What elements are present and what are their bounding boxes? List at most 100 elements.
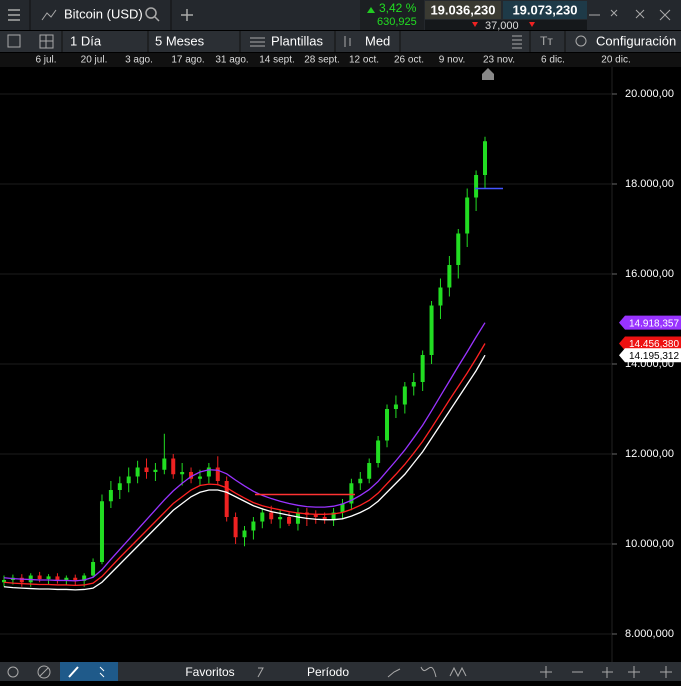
window-controls[interactable] xyxy=(589,9,671,21)
spread-bar xyxy=(425,20,587,30)
price-tag xyxy=(619,348,681,363)
candle-body xyxy=(260,512,265,522)
candle-body xyxy=(108,490,113,502)
candle-body xyxy=(438,287,443,306)
candle-body xyxy=(358,478,363,484)
price-tag-label: 14.195,312 xyxy=(629,351,679,362)
price-tag xyxy=(619,315,681,330)
sell-box[interactable] xyxy=(425,1,501,19)
y-tick-label: 12.000,00 xyxy=(625,448,674,460)
change-box xyxy=(360,0,424,30)
templates[interactable]: Plantillas xyxy=(271,33,324,48)
buy-price[interactable]: 19.073,230 xyxy=(512,2,577,17)
candle-body xyxy=(367,463,372,479)
candle-body xyxy=(99,501,104,563)
x-tick-label: 17 ago. xyxy=(171,55,204,66)
candle-body xyxy=(82,575,87,581)
sell-price[interactable]: 19.036,230 xyxy=(430,2,495,17)
candle-body xyxy=(206,467,211,477)
plot xyxy=(0,93,612,635)
bottom-bar xyxy=(0,662,681,681)
candle-body xyxy=(295,512,300,524)
price-axis: 8.000,00010.000,0012.000,0014.000,0016.0… xyxy=(612,88,674,640)
candle-body xyxy=(474,175,479,198)
candle-body xyxy=(233,517,238,538)
x-tick-label: 26 oct. xyxy=(394,55,424,66)
candle-body xyxy=(162,458,167,470)
candle-body xyxy=(242,530,247,538)
change-abs: 630,925 xyxy=(377,16,417,28)
bottom-icons[interactable] xyxy=(7,665,672,679)
x-tick-label: 6 dic. xyxy=(541,55,565,66)
change-pct: 3,42 % xyxy=(379,1,417,15)
candle-body xyxy=(411,382,416,387)
candle-body xyxy=(37,575,42,580)
draw-active[interactable] xyxy=(60,662,118,681)
candle-body xyxy=(349,483,354,504)
price-tag-label: 14.456,380 xyxy=(629,339,679,350)
y-tick-label: 16.000,00 xyxy=(625,268,674,280)
candle-body xyxy=(73,577,78,581)
range[interactable]: 5 Meses xyxy=(155,33,205,48)
candle-body xyxy=(269,512,274,520)
candle-body xyxy=(224,481,229,518)
y-tick-label: 18.000,00 xyxy=(625,178,674,190)
candle-body xyxy=(19,577,24,583)
candle-body xyxy=(126,476,131,484)
y-tick-label: 20.000,00 xyxy=(625,88,674,100)
moving-average xyxy=(3,322,486,582)
chart-icon xyxy=(41,9,57,21)
down-arrow xyxy=(529,22,535,27)
candle-body xyxy=(117,483,122,491)
candle-body xyxy=(64,577,69,581)
period[interactable]: Período xyxy=(307,665,349,679)
x-tick-label: 28 sept. xyxy=(304,55,340,66)
down-arrow xyxy=(472,22,478,27)
candle-body xyxy=(385,409,390,441)
settings[interactable]: Configuración xyxy=(596,33,676,48)
price-tag-label: 14.918,357 xyxy=(629,318,679,329)
indicators[interactable]: Med xyxy=(365,33,390,48)
x-tick-label: 9 nov. xyxy=(439,55,466,66)
x-tick-label: 14 sept. xyxy=(259,55,295,66)
y-tick-label: 10.000,00 xyxy=(625,538,674,550)
candle-body xyxy=(376,440,381,464)
candle-body xyxy=(278,517,283,520)
x-tick-label: 23 nov. xyxy=(483,55,515,66)
instrument[interactable]: Bitcoin (USD) xyxy=(64,6,143,21)
toolbar-icons[interactable] xyxy=(7,34,587,49)
candle-body xyxy=(287,517,292,524)
candle-body xyxy=(393,404,398,410)
candle-body xyxy=(331,512,336,520)
candle-body xyxy=(197,476,202,479)
candle-body xyxy=(465,197,470,234)
buy-box[interactable] xyxy=(503,1,587,19)
candle-body xyxy=(189,472,194,479)
text-icon[interactable]: Tт xyxy=(540,34,553,48)
x-tick-label: 12 oct. xyxy=(349,55,379,66)
candle-body xyxy=(340,503,345,513)
toolbar xyxy=(0,31,681,52)
y-tick-label: 8.000,000 xyxy=(625,628,674,640)
candle-body xyxy=(28,575,33,583)
candle-body xyxy=(402,386,407,405)
add-icon[interactable] xyxy=(181,9,193,21)
candle-body xyxy=(215,467,220,482)
moving-average xyxy=(3,354,486,591)
up-arrow xyxy=(367,7,375,13)
interval[interactable]: 1 Día xyxy=(70,33,102,48)
home-marker xyxy=(482,68,494,80)
x-tick-label: 3 ago. xyxy=(125,55,153,66)
search-icon[interactable] xyxy=(145,7,160,22)
candle-body xyxy=(180,472,185,475)
candle-body xyxy=(135,467,140,477)
x-tick-label: 20 jul. xyxy=(81,55,108,66)
candle-body xyxy=(429,305,434,356)
menu-icon[interactable] xyxy=(8,9,20,21)
favorites[interactable]: Favoritos xyxy=(185,665,234,679)
candle-body xyxy=(420,355,425,383)
candle-body xyxy=(447,265,452,288)
candle-body xyxy=(91,562,96,576)
